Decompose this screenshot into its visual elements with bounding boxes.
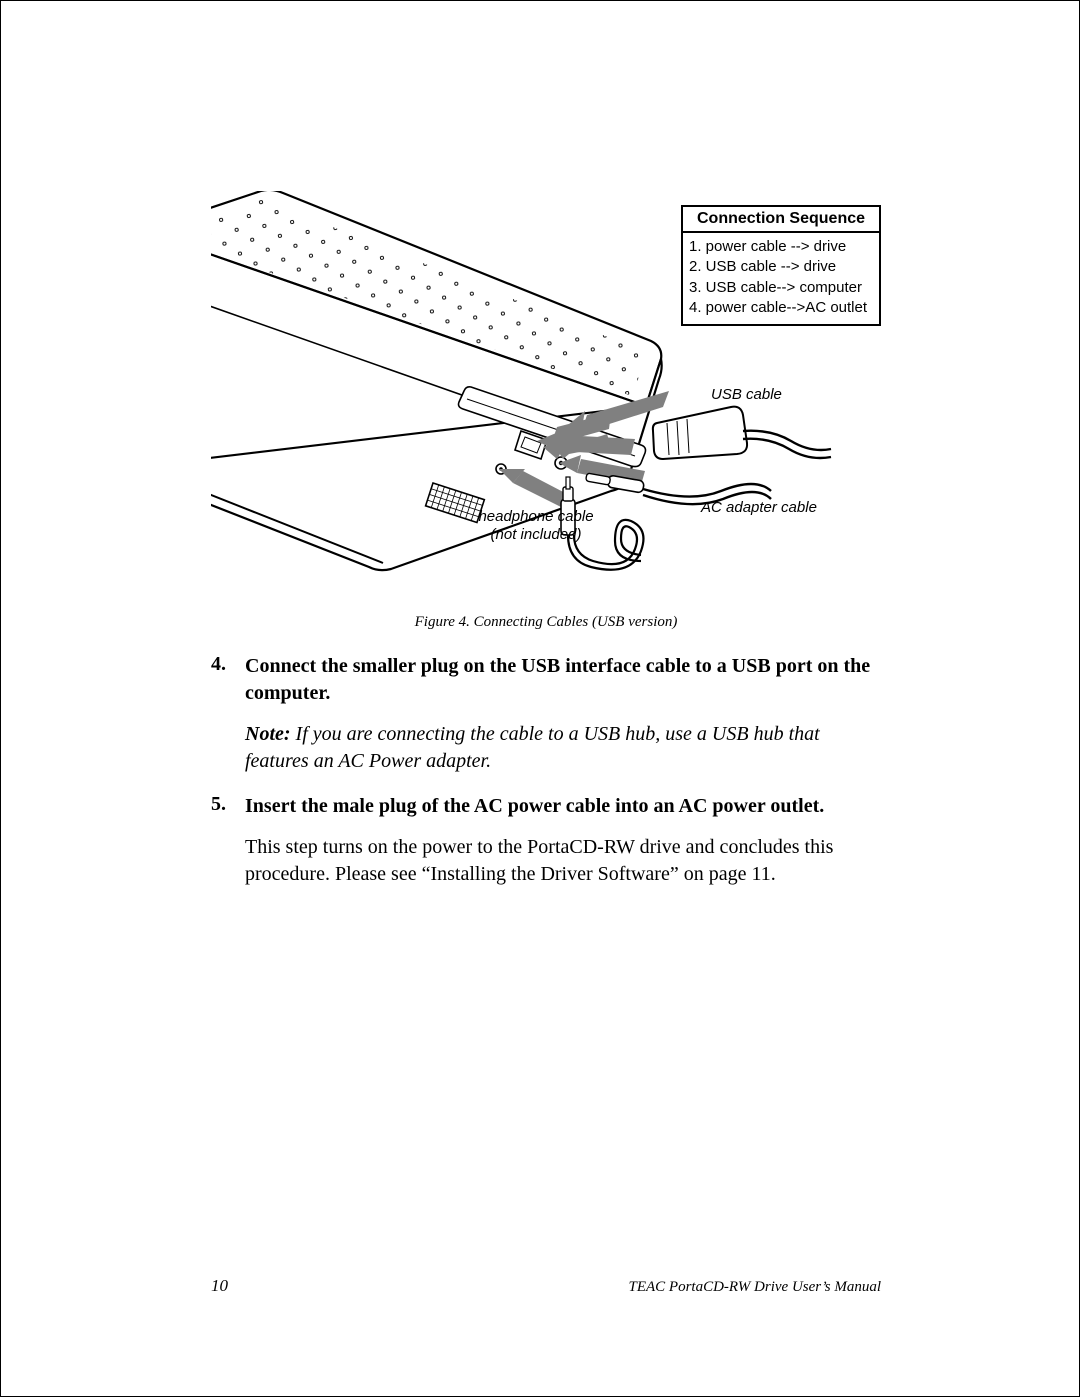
manual-title: TEAC PortaCD-RW Drive User’s Manual [629, 1279, 882, 1296]
page-number: 10 [211, 1276, 228, 1296]
content-area: Connection Sequence 1. power cable --> d… [211, 191, 881, 906]
connection-sequence-box: Connection Sequence 1. power cable --> d… [681, 205, 881, 326]
note-label: Note: [245, 723, 291, 745]
step-body: Connect the smaller plug on the USB inte… [245, 653, 881, 775]
instruction-steps: 4. Connect the smaller plug on the USB i… [211, 653, 881, 888]
sequence-item: 3. USB cable--> computer [689, 278, 873, 298]
figure-4: Connection Sequence 1. power cable --> d… [211, 191, 881, 606]
connection-sequence-title: Connection Sequence [683, 207, 879, 233]
sequence-item: 2. USB cable --> drive [689, 257, 873, 277]
label-headphone-line1: headphone cable [478, 508, 593, 525]
label-headphone: headphone cable (not included) [466, 508, 606, 544]
sequence-item: 4. power cable-->AC outlet [689, 298, 873, 318]
figure-caption: Figure 4. Connecting Cables (USB version… [211, 614, 881, 631]
step-title: Insert the male plug of the AC power cab… [245, 793, 881, 820]
step-body: Insert the male plug of the AC power cab… [245, 793, 881, 888]
step-number: 4. [211, 653, 245, 775]
step-note: Note: If you are connecting the cable to… [245, 721, 881, 775]
page: Connection Sequence 1. power cable --> d… [0, 0, 1080, 1397]
page-footer: 10 TEAC PortaCD-RW Drive User’s Manual [211, 1276, 881, 1296]
note-body: If you are connecting the cable to a USB… [245, 723, 820, 772]
label-ac-adapter: AC adapter cable [701, 499, 817, 517]
step-title: Connect the smaller plug on the USB inte… [245, 653, 881, 707]
sequence-item: 1. power cable --> drive [689, 237, 873, 257]
step-5: 5. Insert the male plug of the AC power … [211, 793, 881, 888]
label-usb-cable: USB cable [711, 386, 782, 404]
step-4: 4. Connect the smaller plug on the USB i… [211, 653, 881, 775]
step-number: 5. [211, 793, 245, 888]
connection-sequence-list: 1. power cable --> drive 2. USB cable --… [683, 233, 879, 324]
label-headphone-line2: (not included) [491, 526, 582, 543]
step-followup: This step turns on the power to the Port… [245, 834, 881, 888]
